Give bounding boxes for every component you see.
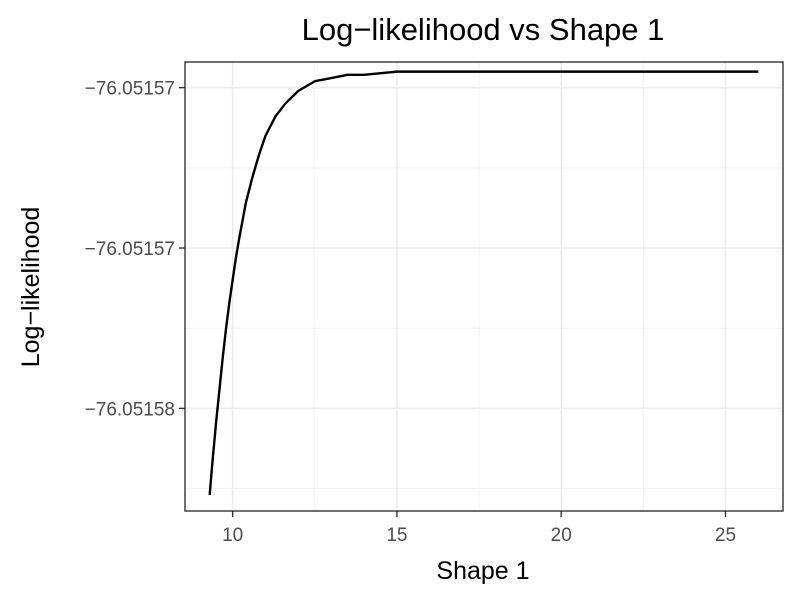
x-tick-label-2: 20 [551, 525, 572, 546]
major-gridlines [185, 62, 783, 511]
y-axis-title: Log−likelihood [17, 207, 45, 368]
y-axis: −76.05157 −76.05157 −76.05158 [85, 79, 185, 420]
series-group [208, 70, 759, 496]
series-line-0 [208, 70, 759, 496]
chart-title: Log−likelihood vs Shape 1 [302, 12, 665, 47]
x-axis: 10 15 20 25 [222, 511, 736, 546]
x-tick-label-0: 10 [222, 525, 243, 546]
x-tick-label-3: 25 [715, 525, 736, 546]
minor-gridlines [185, 62, 783, 511]
y-tick-label-0: −76.05157 [85, 79, 175, 100]
y-tick-label-2: −76.05158 [85, 399, 175, 420]
plot-panel-border [184, 61, 784, 512]
y-tick-label-1: −76.05157 [85, 239, 175, 260]
x-axis-title: Shape 1 [436, 557, 529, 585]
x-tick-label-1: 15 [386, 525, 407, 546]
